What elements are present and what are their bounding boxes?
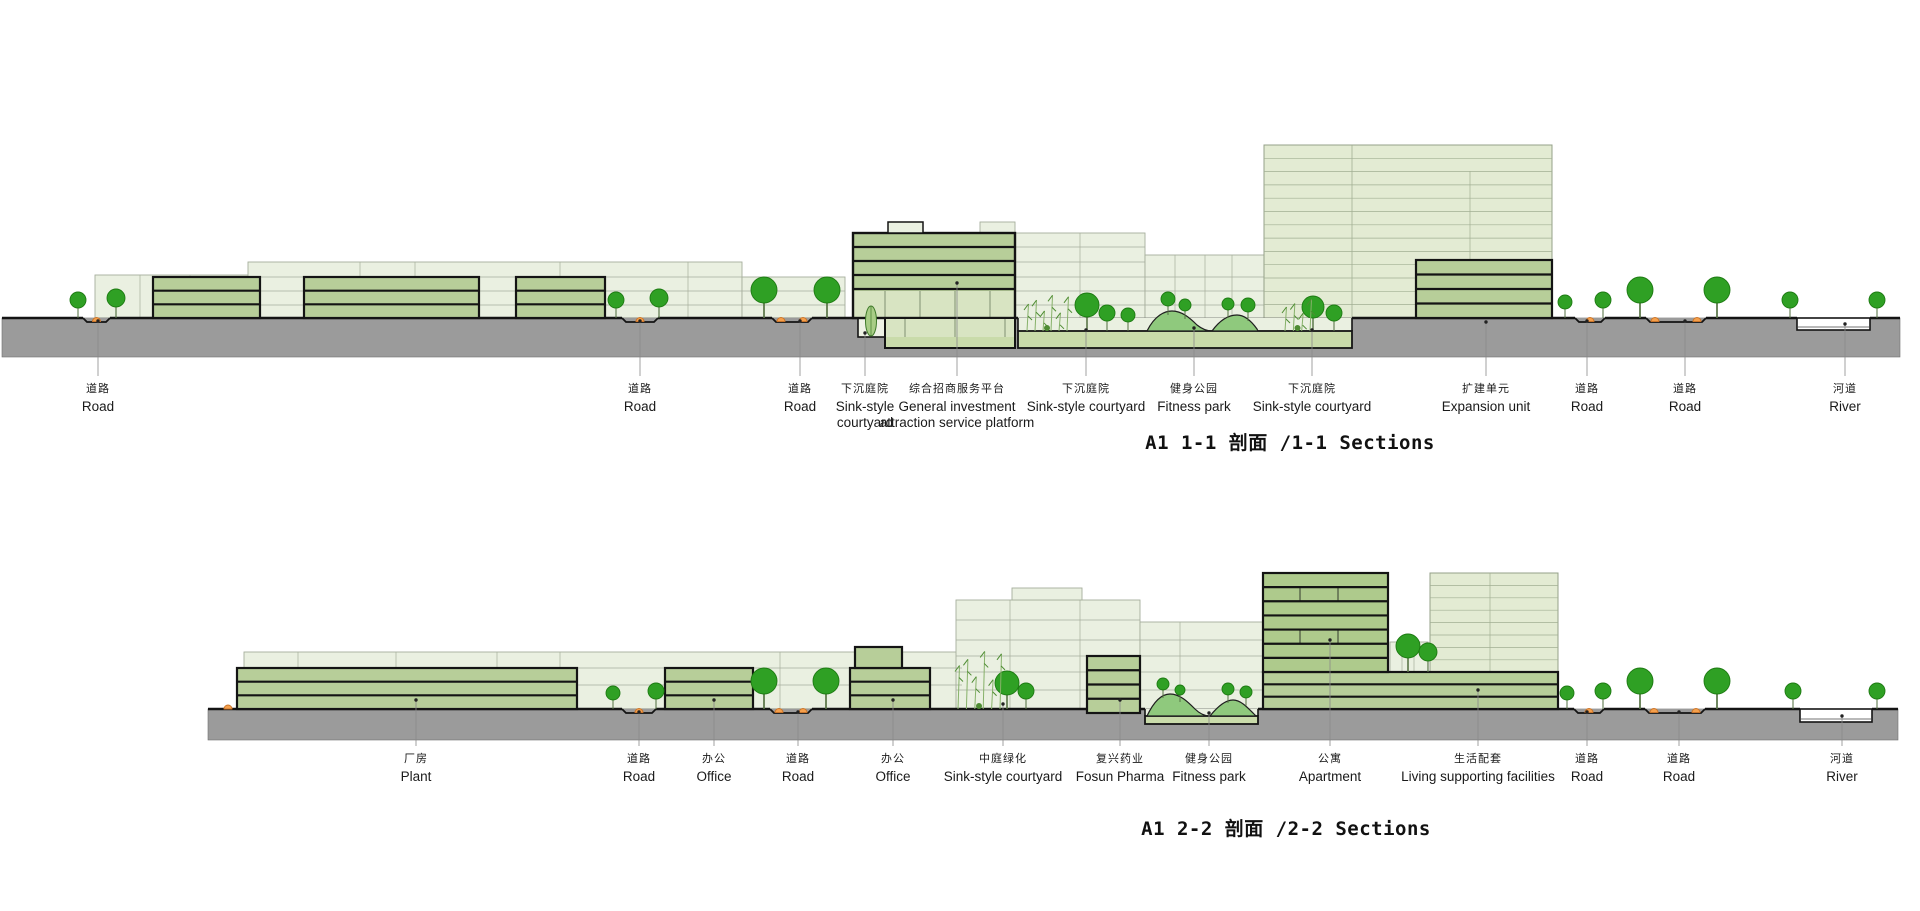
label-en: Sink-style courtyard	[1252, 399, 1372, 414]
label-en: Road	[1668, 399, 1702, 414]
label-en: Apartment	[1298, 769, 1362, 784]
label-zh: 下沉庭院	[840, 383, 889, 395]
leader-lines	[96, 281, 1847, 746]
label-zh: 办公	[701, 753, 726, 765]
feature-label: 道路 Road	[1663, 750, 1695, 785]
label-en: Road	[1662, 769, 1696, 784]
feature-label: 厂房 Plant	[401, 750, 432, 785]
feature-label: 综合招商服务平台 General investment attraction se…	[880, 380, 1035, 431]
label-zh: 道路	[1575, 383, 1599, 395]
label-zh: 办公	[880, 753, 905, 765]
label-en: Plant	[400, 769, 432, 784]
label-en: Fitness park	[1157, 399, 1231, 414]
label-en: Fitness park	[1172, 769, 1246, 784]
bamboo	[954, 294, 1316, 710]
platform-building	[851, 221, 1017, 349]
label-zh: 中庭绿化	[978, 753, 1027, 765]
label-zh: 道路	[627, 753, 651, 765]
feature-label: 道路 Road	[1571, 750, 1603, 785]
label-zh: 道路	[628, 383, 652, 395]
label-zh: 道路	[1575, 753, 1599, 765]
label-zh: 下沉庭院	[1061, 383, 1110, 395]
label-zh: 健身公园	[1170, 383, 1218, 395]
feature-label: 下沉庭院 Sink-style courtyard	[1253, 380, 1372, 415]
feature-label: 办公 Office	[696, 750, 731, 785]
section-1-title: A1 1-1 剖面 /1-1 Sections	[1145, 432, 1435, 454]
label-zh: 综合招商服务平台	[909, 383, 1005, 395]
feature-label: 道路 Road	[623, 750, 655, 785]
feature-label: 公寓 Apartment	[1299, 750, 1361, 785]
trees	[69, 276, 1886, 709]
label-zh: 河道	[1832, 383, 1857, 395]
feature-label: 道路 Road	[1571, 380, 1603, 415]
feature-label: 道路 Road	[1669, 380, 1701, 415]
feature-label: 道路 Road	[782, 750, 814, 785]
label-en: Road	[783, 399, 817, 414]
feature-label: 中庭绿化 Sink-style courtyard	[944, 750, 1063, 785]
fitness-mounds	[1146, 310, 1259, 717]
label-en: Road	[81, 399, 115, 414]
label-zh: 公寓	[1318, 753, 1342, 765]
section-2-title: A1 2-2 剖面 /2-2 Sections	[1141, 818, 1431, 840]
label-en: Road	[781, 769, 815, 784]
label-zh: 道路	[788, 383, 812, 395]
label-en: Office	[696, 769, 732, 784]
label-zh: 道路	[1673, 383, 1697, 395]
feature-label: 河道 River	[1826, 750, 1858, 785]
label-zh: 扩建单元	[1462, 383, 1510, 395]
label-zh: 生活配套	[1454, 753, 1502, 765]
label-zh: 下沉庭院	[1287, 383, 1336, 395]
feature-label: 道路 Road	[784, 380, 816, 415]
label-zh: 复兴药业	[1095, 753, 1144, 765]
river	[1796, 317, 1873, 723]
feature-label: 生活配套 Living supporting facilities	[1401, 750, 1555, 785]
label-en: Sink-style courtyard	[1026, 399, 1146, 414]
label-zh: 道路	[86, 383, 110, 395]
label-zh: 河道	[1829, 753, 1854, 765]
label-en: Road	[622, 769, 656, 784]
label-en: River	[1826, 769, 1858, 784]
label-en: Road	[1570, 769, 1604, 784]
feature-label: 复兴药业 Fosun Pharma	[1076, 750, 1165, 785]
label-en: General investment attraction service pl…	[879, 399, 1035, 430]
label-zh: 道路	[786, 753, 810, 765]
label-zh: 厂房	[404, 753, 428, 765]
label-en: Office	[875, 769, 911, 784]
feature-label: 健身公园 Fitness park	[1157, 380, 1231, 415]
label-en: Road	[623, 399, 657, 414]
feature-label: 健身公园 Fitness park	[1172, 750, 1246, 785]
label-en: Sink-style courtyard	[943, 769, 1063, 784]
label-en: Living supporting facilities	[1401, 769, 1555, 784]
label-zh: 道路	[1667, 753, 1691, 765]
label-en: Road	[1570, 399, 1604, 414]
label-en: River	[1829, 399, 1861, 414]
label-en: Sink-style courtyard	[835, 399, 895, 430]
feature-label: 下沉庭院 Sink-style courtyard	[836, 380, 895, 431]
feature-label: 道路 Road	[624, 380, 656, 415]
feature-label: 扩建单元 Expansion unit	[1442, 380, 1531, 415]
label-en: Expansion unit	[1441, 399, 1531, 414]
banded-buildings	[151, 258, 1560, 715]
feature-label: 道路 Road	[82, 380, 114, 415]
label-zh: 健身公园	[1185, 753, 1233, 765]
feature-label: 办公 Office	[875, 750, 910, 785]
label-en: Fosun Pharma	[1075, 769, 1165, 784]
feature-label: 下沉庭院 Sink-style courtyard	[1027, 380, 1146, 415]
feature-label: 河道 River	[1829, 380, 1861, 415]
